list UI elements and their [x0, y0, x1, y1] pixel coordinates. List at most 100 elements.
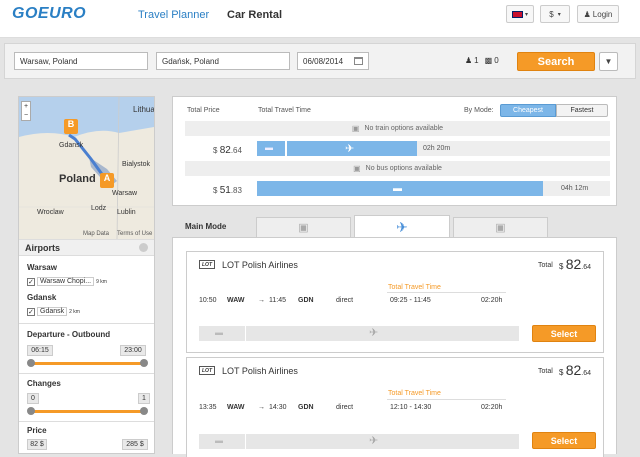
airline-name: LOT Polish Airlines	[222, 366, 298, 376]
airline-name: LOT Polish Airlines	[222, 260, 298, 270]
changes-slider-track[interactable]	[31, 410, 145, 413]
travel-duration: 02:20h	[481, 297, 503, 304]
tab-flight[interactable]: ✈	[354, 215, 450, 238]
total-label: Total	[538, 368, 553, 375]
passenger-selector[interactable]: ♟ 1 ▩ 0	[465, 56, 499, 65]
plane-icon: ✈	[396, 218, 408, 235]
search-options-button[interactable]: ▼	[599, 52, 618, 71]
airports-section-header[interactable]: Airports	[19, 239, 154, 256]
map-zoom-control[interactable]: + −	[21, 101, 31, 121]
changes-min-handle[interactable]	[27, 407, 35, 415]
price-max-value: 285 $	[122, 439, 148, 450]
flight-transfer-segment[interactable]: ▬	[257, 141, 285, 156]
train-icon: ▣	[351, 124, 360, 133]
price-integer: 82	[565, 362, 582, 378]
currency-symbol: $	[559, 262, 564, 271]
divider	[19, 373, 154, 374]
warsaw-airport-option[interactable]: ✓ Warsaw Chopi... 9 km	[27, 277, 107, 286]
no-train-text: No train options available	[364, 125, 444, 132]
divider	[19, 323, 154, 324]
itinerary-bar[interactable]: ▬ ✈	[199, 434, 519, 449]
travel-duration: 02:20h	[481, 404, 503, 411]
divider	[387, 292, 506, 293]
changes-min-value: 0	[27, 393, 39, 404]
map-label-gdansk: Gdansk	[59, 142, 84, 149]
destination-code: GDN	[298, 404, 314, 411]
map-terms-link[interactable]: Terms of Use	[117, 231, 153, 237]
to-input[interactable]: Gdańsk, Poland	[156, 52, 290, 70]
departure-slider-track[interactable]	[31, 362, 145, 365]
date-value: 06/08/2014	[303, 56, 344, 66]
flight-total-price: $ 82.64	[213, 145, 242, 156]
price-decimals: .83	[230, 186, 242, 195]
result-card[interactable]: LOT LOT Polish Airlines Total $ 82.64 To…	[186, 251, 604, 353]
warsaw-airport-distance: 9 km	[96, 278, 107, 285]
departure-max-value: 23:00	[120, 345, 146, 356]
login-button[interactable]: ♟ Login	[577, 5, 619, 23]
currency-select[interactable]: $ ▾	[540, 5, 570, 23]
chevron-down-icon: ▾	[524, 11, 528, 18]
price-decimals: .64	[581, 370, 591, 377]
bus-icon: ▣	[495, 222, 506, 234]
uk-flag-icon	[511, 10, 523, 18]
departure-min-handle[interactable]	[27, 359, 35, 367]
language-select[interactable]: ▾	[506, 5, 534, 23]
departure-min-value: 06:15	[27, 345, 53, 356]
filter-panel: +− Lithuan Gdansk Poland Warsaw Bialysto…	[18, 96, 155, 454]
map-data-credit: Map Data	[83, 231, 110, 237]
map-label-lodz: Lodz	[91, 205, 107, 212]
map-label-warsaw: Warsaw	[112, 190, 138, 197]
checkbox-icon[interactable]: ✓	[27, 307, 35, 316]
user-icon: ♟	[583, 9, 591, 19]
destination-code: GDN	[298, 297, 314, 304]
from-input[interactable]: Warsaw, Poland	[14, 52, 148, 70]
departure-max-handle[interactable]	[140, 359, 148, 367]
gdansk-airport-distance: 2 km	[69, 308, 80, 315]
gdansk-airport-name: Gdansk	[37, 307, 68, 316]
total-time-header: Total Travel Time	[258, 107, 311, 114]
currency-symbol: $	[213, 186, 218, 195]
price-integer: 51	[219, 185, 231, 196]
total-label: Total	[538, 262, 553, 269]
changes-max-handle[interactable]	[140, 407, 148, 415]
car-bar[interactable]: ▬	[257, 181, 543, 196]
goeuro-logo[interactable]: GOEURO	[12, 5, 87, 22]
currency-label: $	[549, 9, 554, 19]
result-card[interactable]: LOT LOT Polish Airlines Total $ 82.64 To…	[186, 357, 604, 457]
person-icon: ♟	[465, 56, 473, 65]
main-mode-label: Main Mode	[185, 222, 227, 231]
tab-bus[interactable]: ▣	[453, 217, 548, 237]
calendar-icon	[354, 57, 363, 65]
collapse-icon[interactable]	[139, 243, 148, 252]
cheapest-toggle[interactable]: Cheapest	[500, 104, 556, 117]
date-input[interactable]: 06/08/2014	[297, 52, 369, 70]
route-map[interactable]: +− Lithuan Gdansk Poland Warsaw Bialysto…	[19, 97, 154, 239]
nav-travel-planner[interactable]: Travel Planner	[138, 9, 210, 21]
select-button[interactable]: Select	[532, 325, 596, 342]
plane-icon: ✈	[369, 327, 379, 339]
marker-b[interactable]: B	[64, 119, 78, 134]
price-title: Price	[27, 426, 47, 435]
checkbox-icon[interactable]: ✓	[27, 277, 35, 286]
total-price-header: Total Price	[187, 107, 220, 114]
chevron-down-icon: ▾	[557, 11, 561, 18]
tab-train[interactable]: ▣	[256, 217, 351, 237]
search-button[interactable]: Search	[517, 52, 595, 71]
map-label-bialystok: Bialystok	[122, 161, 151, 168]
flight-bar[interactable]: ✈	[287, 141, 417, 156]
nav-car-rental[interactable]: Car Rental	[227, 9, 283, 21]
luggage-icon: ▩	[484, 56, 493, 65]
lot-logo-icon: LOT	[199, 366, 215, 375]
fastest-toggle[interactable]: Fastest	[556, 104, 608, 117]
select-button[interactable]: Select	[532, 432, 596, 449]
bar-separator	[245, 326, 246, 341]
car-icon: ▬	[393, 183, 402, 193]
login-label: Login	[592, 9, 613, 19]
car-total-price: $ 51.83	[213, 185, 242, 196]
marker-a[interactable]: A	[100, 173, 114, 188]
origin-code: WAW	[227, 297, 245, 304]
plane-icon: ✈	[345, 143, 355, 155]
itinerary-bar[interactable]: ▬ ✈	[199, 326, 519, 341]
map-svg	[19, 97, 154, 239]
gdansk-airport-option[interactable]: ✓ Gdansk 2 km	[27, 307, 80, 316]
